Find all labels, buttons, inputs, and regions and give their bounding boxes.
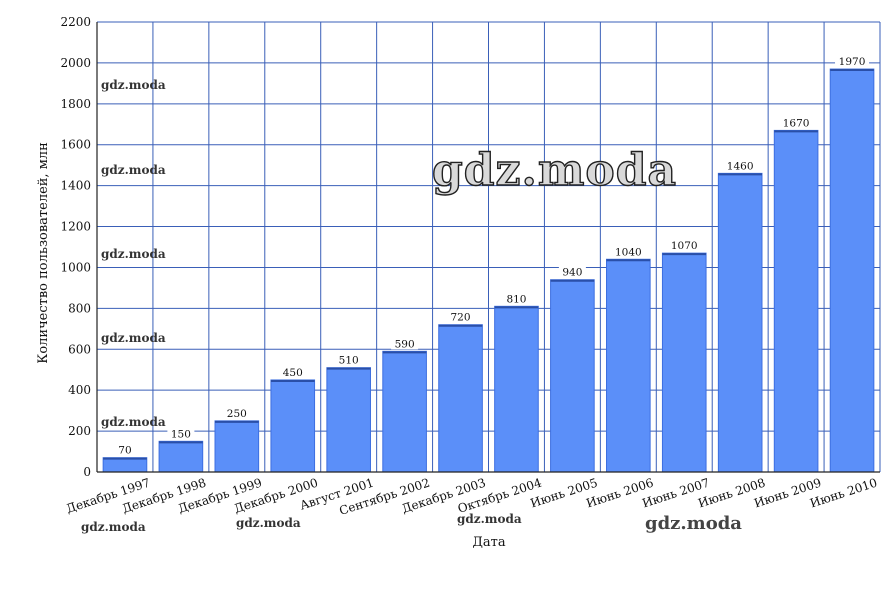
watermark-large: gdz.moda [432, 145, 677, 196]
data-label: 450 [283, 367, 303, 379]
data-label-bg [835, 55, 870, 68]
data-label-bg [114, 443, 135, 456]
y-tick-label: 0 [83, 465, 91, 479]
y-tick-labels: 0 200 400 600 800 1000 1200 1400 1600 1800 2000 220… [60, 15, 91, 479]
y-tick-label: 1000 [60, 260, 91, 274]
y-tick-label: 1400 [60, 179, 91, 193]
axes [96, 22, 880, 473]
y-tick-label: 1800 [60, 97, 91, 111]
data-label: 1460 [727, 160, 754, 172]
data-labels: 70 150 250 450 510 590 720 810 940 1040 1070 1460 16… [114, 55, 870, 457]
data-label: 70 [118, 445, 131, 457]
y-tick-label: 2000 [60, 56, 91, 70]
bar [606, 258, 651, 473]
y-tick-label: 800 [68, 301, 91, 315]
data-label-bg [611, 245, 646, 258]
watermark: gdz.moda [457, 512, 522, 526]
data-label: 1070 [671, 240, 698, 252]
bars [102, 68, 875, 473]
data-label-bg [667, 239, 702, 252]
data-label-bg [447, 310, 475, 323]
data-label: 1670 [783, 117, 810, 129]
data-label: 810 [506, 293, 526, 305]
data-label: 590 [395, 338, 415, 350]
y-axis-label: Количество пользователей, млн [36, 142, 51, 363]
bar [102, 457, 148, 473]
data-label-bg [167, 427, 195, 440]
y-tick-label: 200 [68, 424, 91, 438]
watermarks: gdz.moda gdz.moda gdz.moda gdz.moda gdz.… [81, 78, 742, 534]
data-label-bg [723, 159, 758, 172]
y-tick-label: 2200 [60, 15, 91, 29]
x-axis-label: Дата [472, 535, 506, 550]
data-label: 1040 [615, 246, 642, 258]
bar [158, 440, 204, 473]
watermark: gdz.moda [236, 516, 301, 530]
data-label-bg [279, 365, 307, 378]
bar [270, 379, 316, 473]
bar [438, 324, 483, 473]
watermark: gdz.moda [645, 513, 742, 534]
bar [717, 172, 763, 473]
bar [829, 68, 875, 473]
data-label-bg [502, 292, 530, 305]
watermark: gdz.moda [101, 78, 166, 92]
watermark: gdz.moda [101, 247, 166, 261]
y-tick-label: 400 [68, 383, 91, 397]
data-label: 720 [451, 312, 471, 324]
data-label-bg [391, 337, 419, 350]
data-label-bg [779, 116, 814, 129]
grid [96, 21, 881, 473]
watermark: gdz.moda [81, 520, 146, 534]
y-tick-label: 1200 [60, 220, 91, 234]
data-label: 940 [562, 267, 582, 279]
data-label-bg [558, 265, 586, 278]
bar [382, 350, 427, 473]
watermark: gdz.moda [101, 331, 166, 345]
bar [326, 367, 371, 473]
y-tick-label: 1600 [60, 138, 91, 152]
watermark: gdz.moda [101, 163, 166, 177]
y-tick-label: 600 [68, 342, 91, 356]
bar [773, 129, 819, 473]
bar [214, 420, 260, 473]
data-label-bg [335, 353, 363, 366]
bar [550, 279, 595, 473]
watermark: gdz.moda [101, 415, 166, 429]
data-label-bg [223, 406, 251, 419]
bar [661, 252, 707, 473]
data-label: 250 [227, 408, 247, 420]
bar [494, 305, 539, 473]
data-label: 510 [339, 355, 359, 367]
data-label: 1970 [839, 56, 866, 68]
data-label: 150 [171, 428, 191, 440]
